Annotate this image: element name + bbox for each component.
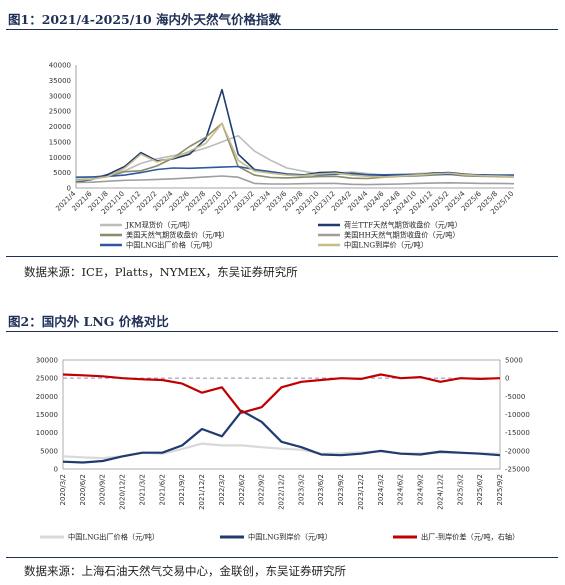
legend-label: 中国LNG到岸价（元/吨） xyxy=(248,533,332,542)
figure1-bottom-rule xyxy=(6,256,558,257)
legend-label: 美国HH天然气期货收盘价（元/吨） xyxy=(344,231,460,240)
y-tick-label: 15000 xyxy=(36,411,58,419)
figure2-top-rule xyxy=(6,331,558,332)
y-tick-label: 0 xyxy=(54,466,58,474)
x-tick-label: 2024/3/2 xyxy=(377,474,385,505)
figure1-source: 数据来源：ICE，Platts，NYMEX，东吴证券研究所 xyxy=(24,265,298,279)
y-tick-label: 10000 xyxy=(36,429,58,437)
y2-tick-label: -25000 xyxy=(505,466,530,474)
y-tick-label: 25000 xyxy=(36,375,58,383)
x-tick-label: 2024/6/2 xyxy=(397,474,405,505)
y-tick-label: 10000 xyxy=(49,154,71,162)
y-tick-label: 5000 xyxy=(40,447,58,455)
x-tick-label: 2023/9/2 xyxy=(337,474,345,505)
y-tick-label: 35000 xyxy=(49,77,71,85)
series-line-2 xyxy=(62,373,501,414)
x-tick-label: 2022/9/2 xyxy=(258,474,266,505)
y2-tick-label: -20000 xyxy=(505,447,530,455)
legend-label: 荷兰TTF天然气期货收盘价（元/吨） xyxy=(344,221,462,230)
figure2-title: 图2：国内外 LNG 价格对比 xyxy=(8,314,169,329)
figure1-title: 图1：2021/4-2025/10 海内外天然气价格指数 xyxy=(8,12,282,27)
y-tick-label: 30000 xyxy=(36,357,58,365)
x-tick-label: 2021/3/2 xyxy=(138,474,146,505)
y2-tick-label: 5000 xyxy=(505,357,523,365)
figure1-top-rule xyxy=(6,29,558,30)
x-tick-label: 2020/3/2 xyxy=(59,474,67,505)
y-tick-label: 30000 xyxy=(49,92,71,100)
legend-label: 中国LNG出厂价格（元/吨） xyxy=(68,533,159,542)
y-tick-label: 15000 xyxy=(49,138,71,146)
plot-frame xyxy=(62,359,501,470)
x-tick-label: 2022/3/2 xyxy=(218,474,226,505)
y-tick-label: 5000 xyxy=(53,169,71,177)
x-tick-label: 2022/6/2 xyxy=(238,474,246,505)
figure2-source: 数据来源：上海石油天然气交易中心，金联创，东吴证券研究所 xyxy=(24,564,346,578)
y2-tick-label: -15000 xyxy=(505,429,530,437)
figure1-chart: 0 5000 10000 15000 20000 25000 30000 35000 40000… xyxy=(49,62,516,250)
y2-tick-label: -10000 xyxy=(505,411,530,419)
y2-tick-label: -5000 xyxy=(505,393,525,401)
x-tick-label: 2021/9/2 xyxy=(178,474,186,505)
series-line-0 xyxy=(75,134,515,179)
x-tick-label: 2025/3/2 xyxy=(456,474,464,505)
legend-label: 出厂-到岸价差（元/吨，右轴） xyxy=(421,533,519,542)
legend-label: 中国LNG出厂价格（元/吨） xyxy=(126,241,217,250)
legend-label: 美国天然气期货收盘价（元/吨） xyxy=(126,231,229,240)
figure2-chart: 0 5000 10000 15000 20000 25000 30000 -25000 -200… xyxy=(36,357,530,542)
x-tick-label: 2020/12/2 xyxy=(119,474,127,510)
x-tick-label: 2021/6/2 xyxy=(158,474,166,505)
x-tick-label: 2024/12/2 xyxy=(436,474,444,510)
x-tick-label: 2020/9/2 xyxy=(99,474,107,505)
y2-tick-label: 0 xyxy=(505,375,509,383)
x-tick-label: 2021/12/2 xyxy=(198,474,206,510)
series-line-1 xyxy=(62,409,501,464)
y-tick-label: 20000 xyxy=(49,123,71,131)
x-tick-label: 2023/12/2 xyxy=(357,474,365,510)
legend-label: JKM现货价（元/吨） xyxy=(125,221,194,230)
x-tick-label: 2022/12/2 xyxy=(278,474,286,510)
x-tick-label: 2025/9/2 xyxy=(496,474,504,505)
figure2-bottom-rule xyxy=(6,557,558,558)
x-tick-label: 2025/6/2 xyxy=(476,474,484,505)
legend-label: 中国LNG到岸价（元/吨） xyxy=(344,241,428,250)
x-tick-label: 2020/6/2 xyxy=(79,474,87,505)
series-line-1 xyxy=(75,88,515,183)
x-tick-label: 2024/9/2 xyxy=(417,474,425,505)
y-tick-label: 20000 xyxy=(36,393,58,401)
y-tick-label: 25000 xyxy=(49,108,71,116)
series-line-2 xyxy=(75,122,515,181)
x-tick-label: 2023/3/2 xyxy=(297,474,305,505)
y-tick-label: 0 xyxy=(67,185,71,193)
x-tick-label: 2023/6/2 xyxy=(317,474,325,505)
series-line-5 xyxy=(75,122,515,182)
series-line-3 xyxy=(75,175,515,186)
y-tick-label: 40000 xyxy=(49,62,71,70)
